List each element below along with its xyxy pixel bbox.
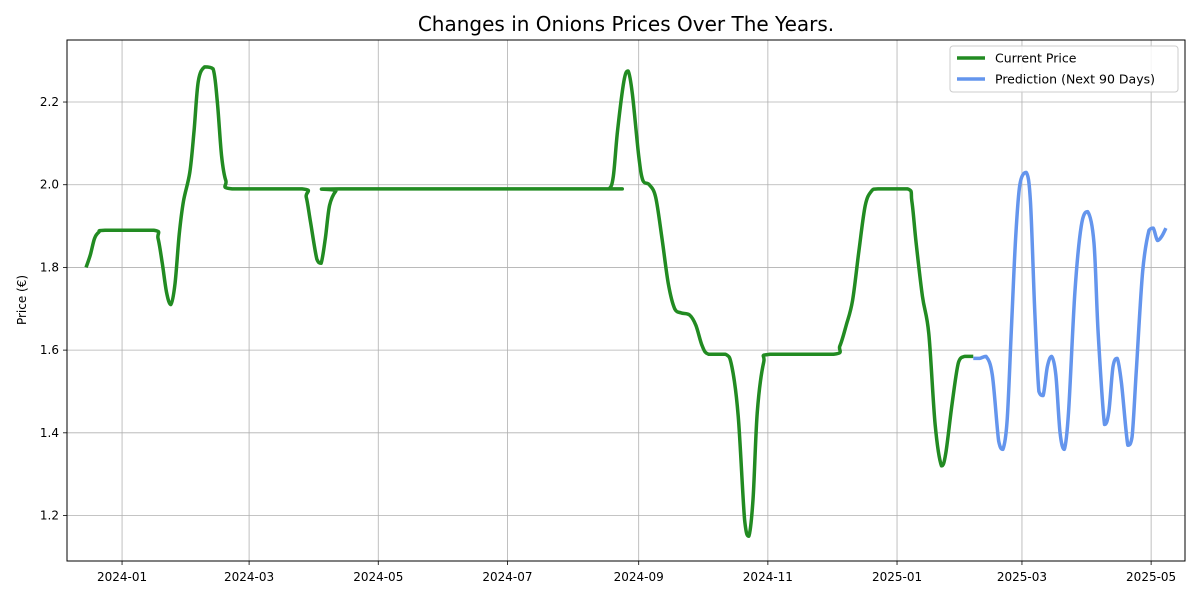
x-tick-label: 2025-03 xyxy=(997,570,1047,584)
y-tick-label: 1.4 xyxy=(40,426,59,440)
plot-frame xyxy=(66,39,1186,562)
y-tick-label: 1.2 xyxy=(40,509,59,523)
x-tick-label: 2025-05 xyxy=(1126,570,1176,584)
legend: Current Price Prediction (Next 90 Days) xyxy=(949,45,1179,93)
y-tick-label: 2.0 xyxy=(40,178,59,192)
x-tick-label: 2024-01 xyxy=(97,570,147,584)
x-axis-ticks: 2024-01 2024-03 2024-05 2024-07 2024-09 2024-… xyxy=(97,561,1176,584)
series-lines xyxy=(84,65,1168,538)
y-axis-ticks: 1.2 1.4 1.6 1.8 2.0 2.2 xyxy=(40,95,67,523)
y-axis-label: Price (€) xyxy=(15,275,29,325)
x-tick-label: 2024-07 xyxy=(482,570,532,584)
x-tick-label: 2024-11 xyxy=(743,570,793,584)
x-tick-label: 2024-03 xyxy=(224,570,274,584)
y-tick-label: 2.2 xyxy=(40,95,59,109)
legend-box xyxy=(949,45,1179,93)
legend-label-current-price: Current Price xyxy=(995,51,1077,66)
series-line-prediction xyxy=(973,170,1168,452)
chart-title: Changes in Onions Prices Over The Years. xyxy=(418,12,834,36)
x-tick-label: 2024-05 xyxy=(353,570,403,584)
x-tick-label: 2024-09 xyxy=(614,570,664,584)
x-tick-label: 2025-01 xyxy=(872,570,922,584)
y-tick-label: 1.6 xyxy=(40,343,59,357)
series-line-current-price xyxy=(84,65,974,538)
y-tick-label: 1.8 xyxy=(40,260,59,274)
legend-label-prediction: Prediction (Next 90 Days) xyxy=(995,72,1155,87)
